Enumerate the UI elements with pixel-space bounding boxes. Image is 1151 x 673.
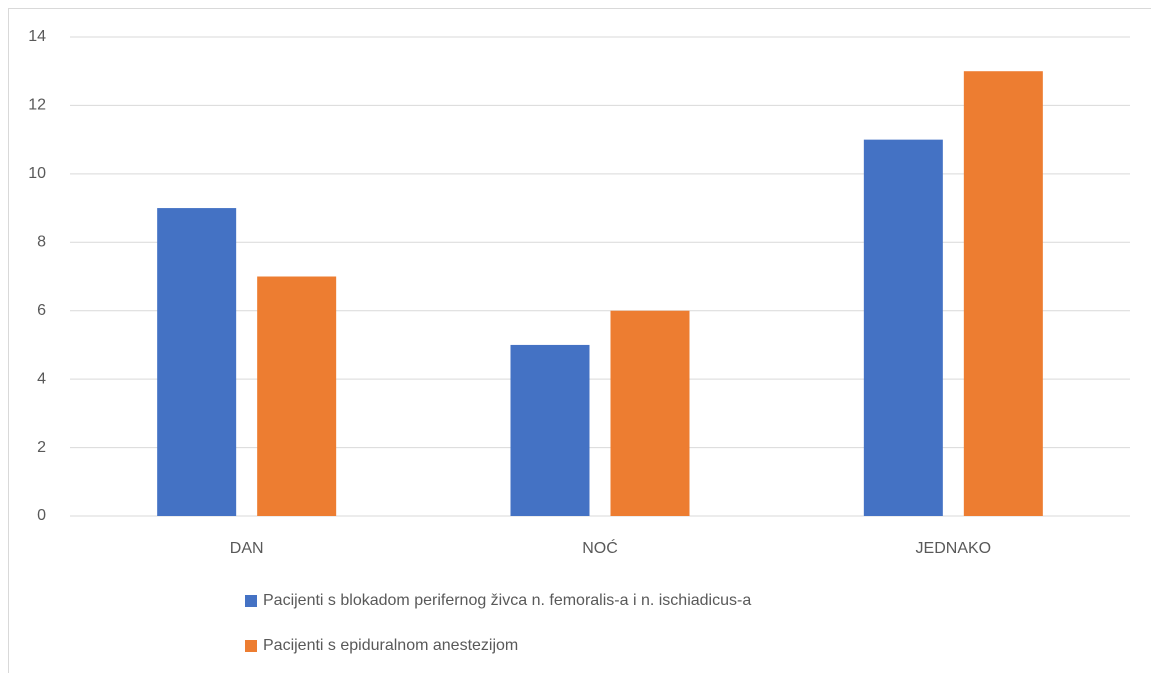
y-tick-label: 12 [28,97,46,114]
legend-swatch [245,595,257,607]
y-tick-label: 10 [28,165,46,182]
bar [157,208,237,517]
bar [610,310,690,516]
x-tick-label: JEDNAKO [916,540,992,557]
legend-swatch [245,640,257,652]
y-tick-label: 2 [37,439,46,456]
bar [963,71,1043,516]
y-tick-label: 6 [37,302,46,319]
x-tick-label: DAN [230,540,264,557]
bar [510,344,590,516]
legend-label: Pacijenti s epiduralnom anestezijom [263,637,518,654]
y-tick-label: 8 [37,234,46,251]
y-tick-label: 4 [37,370,46,387]
chart-border [8,8,1151,673]
y-tick-label: 0 [37,507,46,524]
legend-label: Pacijenti s blokadom perifernog živca n.… [263,592,751,609]
y-tick-label: 14 [28,28,46,45]
bar [863,139,943,516]
x-tick-label: NOĆ [582,538,618,557]
bar [257,276,337,516]
